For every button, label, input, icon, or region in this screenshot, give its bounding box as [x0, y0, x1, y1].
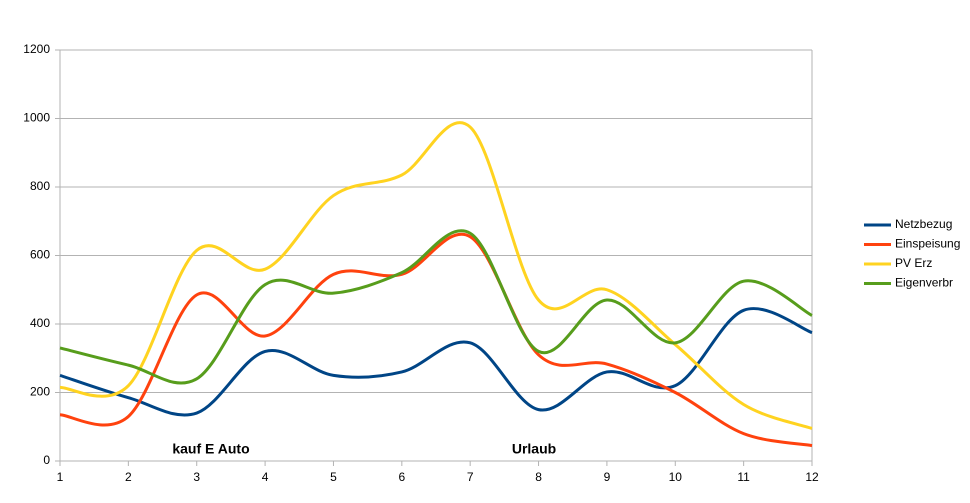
x-tick-label: 8 — [535, 470, 542, 484]
y-tick-label: 400 — [30, 316, 50, 330]
annotation: kauf E Auto — [172, 441, 249, 457]
series-line — [59, 121, 813, 430]
series-line — [59, 232, 813, 448]
annotation: Urlaub — [512, 441, 556, 457]
x-tick-label: 1 — [57, 470, 64, 484]
x-tick-label: 10 — [669, 470, 683, 484]
x-tick-label: 7 — [467, 470, 474, 484]
legend-label: Netzbezug — [895, 217, 952, 231]
legend-label: Einspeisung — [895, 237, 960, 251]
x-tick-label: 4 — [262, 470, 269, 484]
y-tick-label: 0 — [43, 453, 50, 467]
y-tick-label: 1200 — [23, 42, 50, 56]
y-tick-label: 1000 — [23, 111, 50, 125]
series-line — [59, 307, 813, 417]
y-tick-label: 600 — [30, 248, 50, 262]
x-tick-label: 6 — [398, 470, 405, 484]
legend-label: PV Erz — [895, 256, 932, 270]
y-tick-label: 800 — [30, 179, 50, 193]
series-line — [59, 229, 813, 385]
x-tick-label: 2 — [125, 470, 132, 484]
x-tick-label: 5 — [330, 470, 337, 484]
y-tick-label: 200 — [30, 385, 50, 399]
x-tick-label: 9 — [604, 470, 611, 484]
x-tick-label: 11 — [737, 470, 750, 484]
legend-label: Eigenverbr — [895, 276, 953, 290]
x-tick-label: 3 — [193, 470, 200, 484]
x-tick-label: 12 — [805, 470, 819, 484]
